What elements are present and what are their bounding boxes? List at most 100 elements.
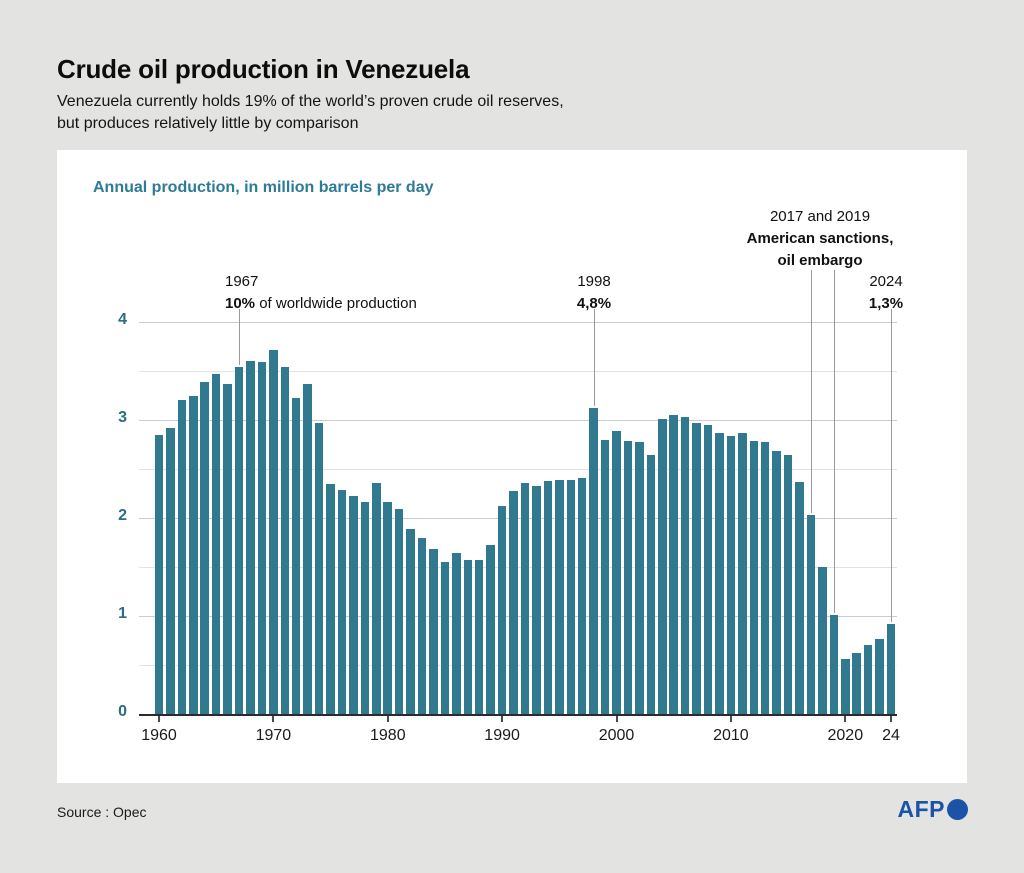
bar-2008 bbox=[703, 424, 713, 714]
bar-1972 bbox=[291, 398, 301, 714]
annotation-1967: 1967 10% of worldwide production bbox=[225, 271, 417, 315]
bar-1985 bbox=[440, 562, 450, 714]
bar-1975 bbox=[326, 483, 335, 714]
bar-1986 bbox=[452, 553, 461, 714]
annotation-text-line: 2024 bbox=[869, 273, 903, 290]
y-axis-label-2: 2 bbox=[118, 507, 127, 524]
bar-2000 bbox=[612, 430, 621, 714]
gridline-1.5 bbox=[139, 567, 897, 568]
annotation-text-line: 10% of worldwide production bbox=[225, 295, 417, 312]
annotation-text-line: 1998 bbox=[577, 273, 611, 290]
bar-2007 bbox=[692, 422, 701, 714]
bar-1970 bbox=[269, 350, 278, 714]
x-axis-label-1960: 1960 bbox=[141, 727, 177, 744]
bar-2004 bbox=[658, 419, 667, 714]
x-axis-tick-2010 bbox=[729, 716, 732, 722]
annotation-line-2017 bbox=[810, 270, 812, 514]
x-axis-tick-2024 bbox=[890, 716, 892, 722]
gridline-2 bbox=[139, 518, 897, 519]
gridline-1 bbox=[139, 616, 897, 617]
bar-1971 bbox=[280, 367, 290, 714]
annotation-text-line: 4,8% bbox=[576, 295, 612, 312]
bar-1996 bbox=[566, 479, 576, 714]
annotation-text-line: oil embargo bbox=[777, 252, 863, 269]
x-axis-label-2020: 2020 bbox=[827, 727, 864, 744]
gridline-2.5 bbox=[139, 469, 897, 470]
bar-1999 bbox=[600, 439, 610, 714]
gridline-3.5 bbox=[139, 371, 897, 372]
chart-title: Annual production, in million barrels pe… bbox=[93, 179, 434, 196]
bar-1982 bbox=[406, 528, 415, 714]
bar-2020 bbox=[841, 659, 850, 714]
bar-1991 bbox=[509, 490, 518, 714]
annotation-line-2019 bbox=[833, 270, 835, 613]
afp-globe-icon bbox=[947, 799, 968, 820]
bar-1998 bbox=[589, 408, 598, 714]
bar-2006 bbox=[680, 417, 690, 714]
bar-2021 bbox=[852, 653, 861, 714]
bar-2018 bbox=[818, 567, 827, 714]
bar-1960 bbox=[154, 434, 164, 714]
afp-logo: AFP bbox=[897, 796, 968, 822]
subtitle-line-1: Venezuela currently holds 19% of the wor… bbox=[57, 93, 564, 110]
annotation-line-1998 bbox=[593, 309, 595, 407]
bar-2001 bbox=[623, 440, 633, 714]
subtitle-line-2: but produces relatively little by compar… bbox=[57, 115, 359, 132]
gridline-4 bbox=[139, 322, 897, 323]
x-axis-tick-1970 bbox=[272, 716, 275, 722]
annotation-text-line: 2017 and 2019 bbox=[769, 208, 871, 225]
x-axis-line bbox=[139, 714, 897, 716]
bar-1973 bbox=[303, 383, 312, 714]
y-axis-label-1: 1 bbox=[118, 605, 127, 622]
bar-2003 bbox=[646, 455, 656, 714]
bar-1974 bbox=[314, 422, 324, 714]
annotation-1998: 1998 4,8% bbox=[444, 271, 744, 315]
bar-2015 bbox=[783, 455, 793, 714]
bar-1992 bbox=[520, 482, 530, 714]
page-title: Crude oil production in Venezuela bbox=[57, 54, 470, 84]
x-axis-label-2000: 2000 bbox=[598, 727, 635, 744]
bar-1983 bbox=[417, 537, 427, 714]
source-label: Source : Opec bbox=[57, 804, 147, 820]
bar-1987 bbox=[463, 560, 473, 714]
bar-1981 bbox=[394, 509, 404, 714]
bar-1961 bbox=[166, 427, 175, 714]
bar-1962 bbox=[177, 400, 187, 714]
annotation-text-line: 1,3% bbox=[868, 295, 904, 312]
bar-1980 bbox=[383, 502, 392, 714]
bar-1993 bbox=[532, 485, 541, 714]
bar-2016 bbox=[795, 481, 804, 714]
bar-1978 bbox=[360, 502, 370, 714]
bar-2011 bbox=[738, 432, 747, 714]
bar-1965 bbox=[211, 373, 221, 714]
x-axis-tick-1980 bbox=[386, 716, 389, 722]
bar-1990 bbox=[497, 506, 507, 714]
bar-1969 bbox=[257, 362, 267, 714]
bar-2013 bbox=[760, 441, 770, 714]
bar-1966 bbox=[223, 383, 232, 714]
annotation-line-2024 bbox=[891, 309, 892, 622]
bar-1997 bbox=[577, 477, 587, 714]
bar-2002 bbox=[635, 441, 644, 714]
afp-logo-text: AFP bbox=[897, 796, 945, 822]
bar-2023 bbox=[875, 638, 884, 714]
bar-1995 bbox=[555, 479, 564, 714]
y-axis-label-4: 4 bbox=[118, 311, 127, 328]
gridline-0.5 bbox=[139, 665, 897, 666]
y-axis-label-3: 3 bbox=[118, 409, 127, 426]
x-axis-label-1970: 1970 bbox=[255, 727, 292, 744]
bar-1964 bbox=[200, 381, 209, 714]
y-axis-label-0: 0 bbox=[118, 703, 127, 720]
gridline-3 bbox=[139, 420, 897, 421]
bar-1977 bbox=[349, 495, 358, 714]
x-axis-tick-1990 bbox=[501, 716, 504, 722]
bar-1984 bbox=[429, 549, 438, 714]
bar-1967 bbox=[234, 367, 244, 714]
bar-2024 bbox=[886, 623, 896, 714]
bar-2017 bbox=[806, 515, 816, 714]
annotation-text-line: American sanctions, bbox=[746, 230, 894, 247]
annotation-text-line: 1967 bbox=[225, 273, 259, 290]
bar-2012 bbox=[749, 440, 759, 714]
bar-2009 bbox=[715, 432, 724, 714]
